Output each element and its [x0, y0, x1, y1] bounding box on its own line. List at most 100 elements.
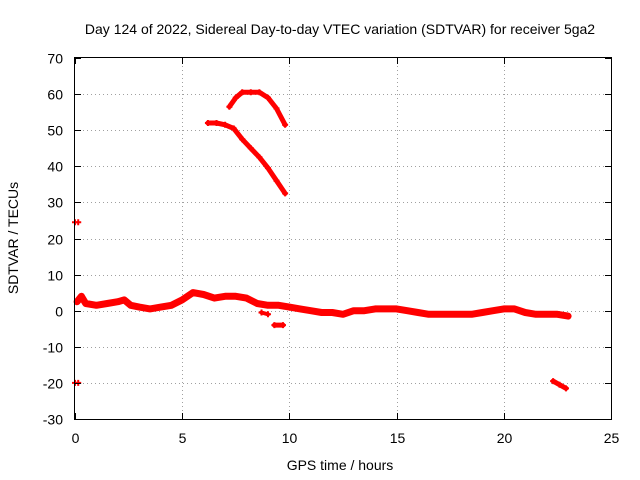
data-point — [264, 302, 271, 309]
data-point — [318, 309, 325, 316]
data-point — [75, 219, 82, 226]
data-point — [264, 165, 271, 172]
data-point — [82, 300, 89, 307]
data-point — [329, 309, 336, 316]
data-point — [168, 302, 175, 309]
chart-title: Day 124 of 2022, Sidereal Day-to-day VTE… — [85, 21, 595, 37]
data-point — [393, 305, 400, 312]
x-tick-label: 5 — [179, 430, 187, 446]
y-tick-label: 10 — [47, 268, 63, 284]
data-point — [226, 103, 233, 110]
y-axis-label: SDTVAR / TECUs — [5, 182, 21, 294]
data-point — [273, 105, 280, 112]
data-point — [75, 379, 82, 386]
data-point — [222, 293, 229, 300]
data-point — [254, 300, 261, 307]
data-point — [279, 322, 286, 329]
y-tick-label: 0 — [55, 304, 63, 320]
data-point — [307, 307, 314, 314]
data-point — [490, 307, 497, 314]
data-point — [543, 311, 550, 318]
data-point — [256, 154, 263, 161]
y-tick-label: 70 — [47, 51, 63, 67]
data-point — [264, 94, 271, 101]
data-point — [554, 311, 561, 318]
data-point — [372, 305, 379, 312]
data-point — [232, 94, 239, 101]
data-point — [104, 300, 111, 307]
data-point — [275, 302, 282, 309]
data-point — [93, 302, 100, 309]
data-series — [72, 89, 572, 392]
data-point — [565, 313, 572, 320]
y-tick-label: 30 — [47, 195, 63, 211]
data-point — [550, 378, 557, 385]
data-point — [468, 311, 475, 318]
data-point — [297, 305, 304, 312]
series-descending-arc — [205, 120, 288, 196]
data-point — [256, 89, 263, 96]
data-point — [522, 309, 529, 316]
data-point — [271, 322, 278, 329]
data-point — [415, 309, 422, 316]
data-point — [78, 293, 85, 300]
data-point — [204, 119, 211, 126]
data-point — [147, 305, 154, 312]
data-point — [425, 311, 432, 318]
data-point — [213, 119, 220, 126]
y-tick-label: 50 — [47, 123, 63, 139]
data-point — [243, 295, 250, 302]
x-tick-label: 10 — [282, 430, 298, 446]
data-point — [436, 311, 443, 318]
y-tick-label: -20 — [43, 376, 63, 392]
y-tick-label: -30 — [43, 412, 63, 428]
data-point — [479, 309, 486, 316]
data-point — [556, 381, 563, 388]
x-tick-label: 15 — [390, 430, 406, 446]
data-point — [179, 296, 186, 303]
data-point — [157, 304, 164, 311]
data-point — [247, 145, 254, 152]
data-point — [230, 125, 237, 132]
x-tick-label: 20 — [497, 430, 513, 446]
data-point — [457, 311, 464, 318]
data-point — [114, 298, 121, 305]
data-point — [350, 307, 357, 314]
data-point — [200, 291, 207, 298]
data-point — [247, 89, 254, 96]
data-point — [74, 298, 81, 305]
plot-frame — [74, 57, 612, 420]
data-point — [264, 311, 271, 318]
x-tick-label: 0 — [72, 430, 80, 446]
data-point — [282, 190, 289, 197]
data-point — [127, 302, 134, 309]
tick-labels: 0 5 10 15 20 25 -30 -20 -10 0 10 20 30 40 50 60 70 — [43, 51, 620, 447]
data-point — [258, 309, 265, 316]
data-point — [500, 305, 507, 312]
data-point — [532, 311, 539, 318]
data-point — [562, 385, 569, 392]
data-point — [136, 304, 143, 311]
data-point — [340, 311, 346, 318]
data-point — [239, 89, 246, 96]
x-tick-label: 25 — [604, 430, 620, 446]
axis-ticks — [75, 58, 612, 420]
data-point — [282, 121, 289, 128]
y-tick-label: 40 — [47, 159, 63, 175]
data-point — [273, 177, 280, 184]
data-point — [511, 305, 518, 312]
data-point — [382, 305, 389, 312]
x-axis-label: GPS time / hours — [287, 457, 394, 473]
y-tick-label: 60 — [47, 87, 63, 103]
data-point — [361, 307, 368, 314]
data-point — [404, 307, 411, 314]
data-point — [232, 293, 239, 300]
data-point — [286, 304, 293, 311]
data-point — [121, 296, 128, 303]
y-tick-label: -10 — [43, 340, 63, 356]
grid-lines — [75, 58, 611, 419]
data-point — [189, 289, 196, 296]
data-point — [222, 121, 229, 128]
data-point — [447, 311, 454, 318]
